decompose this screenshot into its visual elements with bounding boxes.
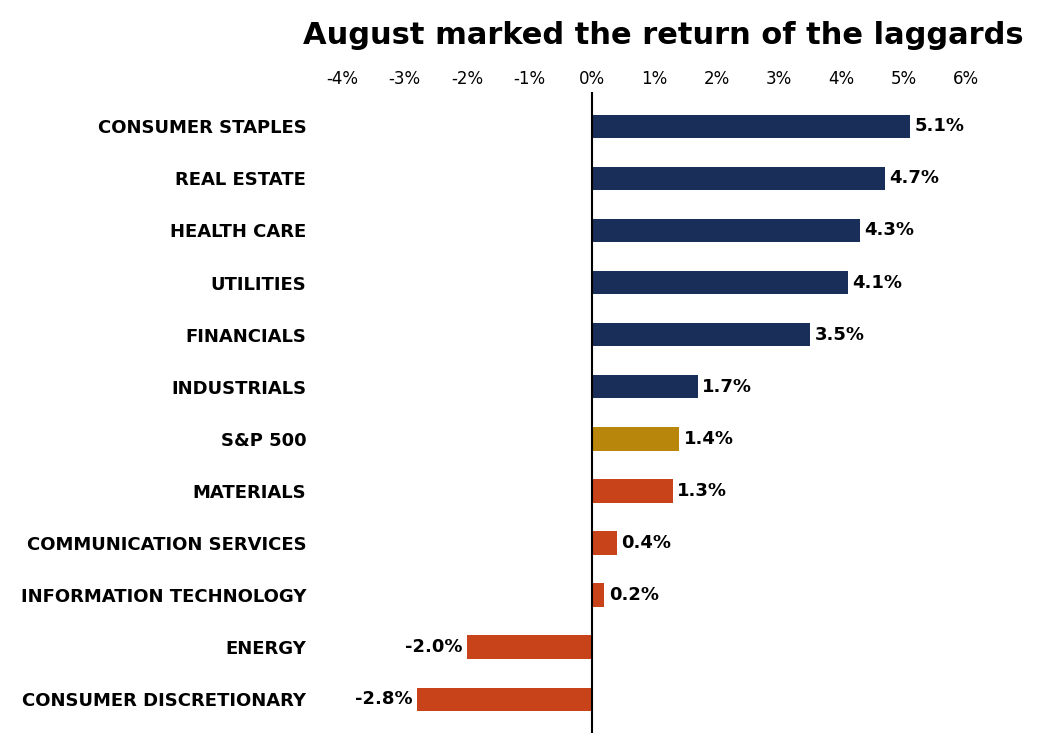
Bar	[467, 636, 592, 659]
Bar	[592, 584, 605, 607]
Bar	[592, 219, 861, 242]
Text: 1.4%: 1.4%	[683, 430, 733, 448]
Text: 1.7%: 1.7%	[702, 378, 753, 396]
Text: -2.8%: -2.8%	[356, 691, 413, 708]
Text: 3.5%: 3.5%	[815, 326, 865, 344]
Bar	[592, 271, 847, 294]
Text: 4.7%: 4.7%	[890, 170, 940, 188]
Bar	[592, 167, 886, 190]
Text: 4.1%: 4.1%	[852, 274, 902, 292]
Bar	[592, 532, 617, 555]
Bar	[417, 688, 592, 711]
Bar	[592, 323, 810, 346]
Text: 1.3%: 1.3%	[677, 482, 727, 500]
Bar	[592, 427, 679, 451]
Title: August marked the return of the laggards: August marked the return of the laggards	[304, 21, 1024, 50]
Text: 0.2%: 0.2%	[609, 586, 658, 604]
Bar	[592, 115, 910, 138]
Text: 0.4%: 0.4%	[621, 534, 671, 552]
Text: 4.3%: 4.3%	[865, 222, 915, 240]
Bar	[592, 375, 698, 398]
Text: 5.1%: 5.1%	[915, 118, 964, 135]
Bar	[592, 480, 673, 503]
Text: -2.0%: -2.0%	[405, 638, 463, 656]
